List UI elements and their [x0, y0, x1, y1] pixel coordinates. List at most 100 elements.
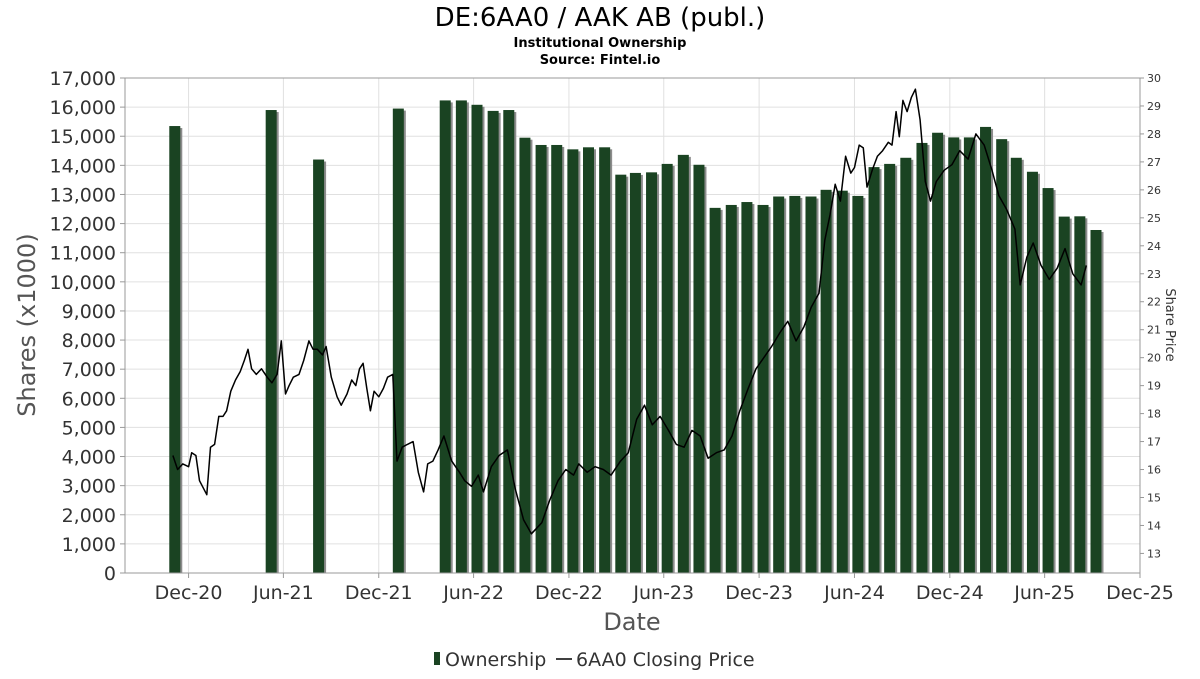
ownership-bar	[487, 110, 501, 573]
bar-fill	[948, 137, 960, 573]
y2-tick-label: 14	[1147, 519, 1161, 532]
bar-fill	[455, 100, 467, 573]
bar-fill	[392, 108, 404, 573]
ownership-bar	[471, 104, 485, 573]
x-tick-label: Dec-25	[1106, 582, 1174, 604]
ownership-bar	[551, 144, 565, 573]
ownership-bar	[1090, 229, 1104, 573]
ownership-bar	[836, 190, 850, 573]
ownership-bar	[646, 172, 660, 573]
ownership-bar	[535, 144, 549, 573]
price-line	[172, 88, 1088, 535]
chart-title: DE:6AA0 / AAK AB (publ.)	[435, 3, 766, 33]
bar-fill	[852, 195, 864, 574]
price-line-path	[172, 88, 1088, 535]
ownership-bar	[1010, 157, 1024, 573]
y2-tick-label: 22	[1147, 296, 1161, 309]
ownership-bar	[1058, 216, 1072, 573]
y2-tick-label: 26	[1147, 184, 1161, 197]
ownership-bar	[996, 139, 1010, 573]
y2-tick-label: 16	[1147, 464, 1161, 477]
bar-fill	[567, 149, 579, 573]
ownership-bar	[820, 189, 834, 573]
bar-fill	[519, 137, 531, 574]
bar-fill	[1026, 171, 1038, 573]
y-tick-label: 11,000	[50, 243, 116, 265]
bar-fill	[313, 159, 325, 573]
bar-fill	[916, 142, 928, 573]
bar-fill	[1090, 229, 1102, 573]
bar-fill	[693, 164, 705, 574]
ownership-bar	[900, 157, 914, 573]
ownership-bar	[503, 110, 517, 573]
bar-fill	[932, 132, 944, 573]
ownership-bar	[519, 137, 533, 574]
bar-fill	[996, 139, 1008, 573]
bar-fill	[868, 167, 880, 573]
ownership-bar	[455, 100, 469, 573]
bar-fill	[487, 110, 499, 573]
y-tick-label: 8,000	[62, 330, 116, 352]
y-tick-label: 16,000	[50, 97, 116, 119]
y-tick-label: 12,000	[50, 214, 116, 236]
bar-fill	[661, 163, 673, 573]
bar-fill	[963, 137, 975, 573]
bar-fill	[900, 157, 912, 573]
legend-bar-swatch	[434, 652, 440, 665]
y-tick-label: 10,000	[50, 272, 116, 294]
y-tick-label: 6,000	[62, 388, 116, 410]
y-tick-label: 7,000	[62, 359, 116, 381]
x-axis-label: Date	[603, 608, 660, 636]
ownership-bar	[709, 207, 723, 574]
bar-fill	[1042, 188, 1054, 574]
ownership-bar	[392, 108, 406, 573]
bar-fill	[820, 189, 832, 573]
ownership-bar	[948, 137, 962, 573]
y-tick-label: 1,000	[62, 534, 116, 556]
bar-fill	[551, 144, 563, 573]
legend-ownership-label: Ownership	[445, 649, 546, 671]
y2-tick-label: 19	[1147, 380, 1161, 393]
y2-tick-label: 27	[1147, 156, 1161, 169]
ownership-bar	[629, 172, 643, 573]
ownership-bar	[1042, 188, 1056, 574]
chart-source: Source: Fintel.io	[540, 53, 661, 68]
bar-fill	[599, 147, 611, 574]
bar-fill	[615, 174, 627, 573]
bar-fill	[741, 202, 753, 573]
y-tick-label: 17,000	[50, 68, 116, 90]
ownership-bar	[677, 154, 691, 573]
y2-tick-label: 20	[1147, 352, 1161, 365]
y2-tick-label: 15	[1147, 491, 1161, 504]
y-axis-label: Shares (x1000)	[13, 233, 41, 416]
bar-fill	[169, 126, 181, 573]
ownership-bar	[615, 174, 629, 573]
y-tick-label: 15,000	[50, 126, 116, 148]
ownership-bar	[963, 137, 977, 573]
bar-fill	[836, 190, 848, 573]
bar-fill	[471, 104, 483, 573]
ownership-bar	[980, 126, 994, 573]
ownership-bar	[439, 100, 453, 573]
x-tick-label: Jun-21	[252, 582, 314, 604]
bar-fill	[646, 172, 658, 573]
chart-subtitle: Institutional Ownership	[514, 36, 687, 51]
x-tick-label: Dec-24	[916, 582, 984, 604]
ownership-bar	[932, 132, 946, 573]
bar-fill	[757, 204, 769, 573]
bar-fill	[884, 163, 896, 573]
bar-fill	[583, 147, 595, 574]
y2-tick-label: 29	[1147, 100, 1161, 113]
legend: Ownership 6AA0 Closing Price	[434, 649, 755, 671]
right-axis-ticks: 13 14 15 16 17 18 19 20 21 22 23 24 25 26 27 28 29 30	[1140, 72, 1161, 560]
plot-frame	[124, 77, 1141, 574]
y2-tick-label: 18	[1147, 408, 1161, 421]
bar-fill	[980, 126, 992, 573]
ownership-bar	[567, 149, 581, 573]
y2-tick-label: 21	[1147, 324, 1161, 337]
y2-tick-label: 28	[1147, 128, 1161, 141]
bar-fill	[1010, 157, 1022, 573]
y-tick-label: 2,000	[62, 505, 116, 527]
ownership-bar	[789, 195, 803, 574]
